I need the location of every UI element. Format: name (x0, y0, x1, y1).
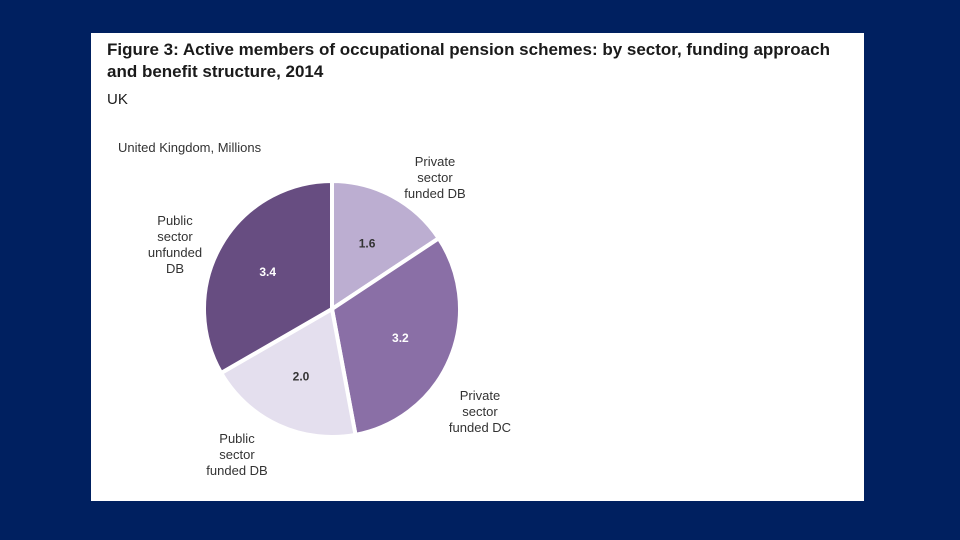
slice-value-private-sector-funded-dc: 3.2 (392, 331, 409, 345)
pie-slice-private-sector-funded-dc (330, 236, 462, 437)
units-label: United Kingdom, Millions (118, 140, 262, 155)
figure-panel: Figure 3: Active members of occupational… (91, 33, 864, 501)
pie-slice-public-sector-unfunded-db (202, 179, 334, 375)
pie-value-labels: 1.6 3.2 2.0 3.4 (259, 237, 409, 384)
slice-label-private-sector-funded-dc: Private sector funded DC (449, 388, 511, 435)
pie-slice-public-sector-funded-db (219, 307, 358, 439)
pie-slice-private-sector-funded-db (330, 179, 441, 311)
pie-slices (202, 179, 462, 439)
slice-value-private-sector-funded-db: 1.6 (359, 237, 376, 251)
pie-chart: United Kingdom, Millions 1.6 3.2 2.0 3.4 Pr… (118, 140, 511, 478)
slice-value-public-sector-funded-db: 2.0 (293, 369, 310, 383)
slice-label-public-sector-unfunded-db: Public sector unfunded DB (148, 213, 202, 276)
figure-subtitle: UK (107, 91, 128, 108)
figure-title: Figure 3: Active members of occupational… (107, 40, 830, 81)
pie-slice-labels: Private sector funded DB Private sector funde… (148, 154, 511, 478)
slice-value-public-sector-unfunded-db: 3.4 (259, 265, 276, 279)
slice-label-public-sector-funded-db: Public sector funded DB (206, 431, 267, 478)
slice-label-private-sector-funded-db: Private sector funded DB (404, 154, 465, 201)
